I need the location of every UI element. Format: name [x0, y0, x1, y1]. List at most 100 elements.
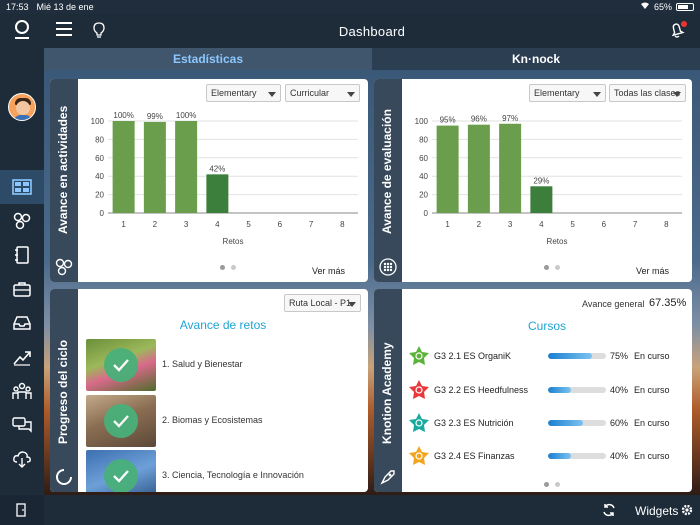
y-tick-label: 100 [91, 117, 105, 126]
status-time: 17:53 [6, 2, 29, 12]
widget-progreso-ciclo: Progreso del ciclo Ruta Local - P1 Avanc… [50, 289, 368, 492]
route-select[interactable]: Ruta Local - P1 [284, 294, 361, 312]
data-label: 96% [471, 115, 487, 124]
bar-chart: 0 20 40 60 80 100 100% 1 99% 2 100% 3 42% 4 5 6 7 8 Retos [91, 111, 358, 246]
course-status: En curso [634, 351, 670, 361]
pager-dots[interactable] [220, 265, 236, 270]
lightbulb-icon[interactable] [91, 21, 107, 44]
star-badge-icon [409, 413, 429, 432]
top-bar: Dashboard [44, 14, 700, 48]
class-select[interactable]: Todas las clases [609, 84, 686, 102]
star-badge-icon [409, 346, 429, 365]
grade-select[interactable]: Elementary [206, 84, 281, 102]
circles-icon[interactable] [0, 204, 44, 238]
course-name: G3 2.4 ES Finanzas [434, 451, 515, 461]
widget-title: Progreso del ciclo [56, 339, 70, 444]
data-label: 100% [113, 111, 133, 120]
page-title: Dashboard [338, 24, 406, 39]
x-tick-label: 5 [570, 220, 575, 229]
exit-icon[interactable] [0, 495, 44, 525]
widget-side-tab: Avance de evaluación [374, 79, 402, 282]
course-row[interactable]: G3 2.2 ES Heedfulness 40% En curso [408, 379, 688, 401]
trending-up-icon[interactable] [0, 340, 44, 374]
ver-mas-link[interactable]: Ver más [636, 266, 670, 276]
people-icon[interactable] [0, 374, 44, 408]
refresh-icon[interactable] [602, 503, 616, 522]
reto-item[interactable]: 2. Biomas y Ecosistemas [86, 395, 326, 447]
section-title: Cursos [527, 319, 566, 333]
notification-badge [681, 21, 687, 27]
course-status: En curso [634, 418, 670, 428]
course-percent: 40% [610, 385, 629, 395]
bar [206, 174, 229, 213]
course-row[interactable]: G3 2.1 ES OrganiK 75% En curso [408, 345, 688, 367]
x-tick-label: 4 [215, 220, 220, 229]
progress-bar [548, 353, 606, 359]
x-axis-label: Retos [223, 237, 244, 246]
reto-label: 3. Ciencia, Tecnología e Innovación [162, 470, 304, 480]
dashboard-grid-icon[interactable] [0, 170, 44, 204]
circles-icon [55, 258, 73, 276]
bar [143, 121, 166, 213]
wifi-icon [640, 2, 650, 12]
tab-estadisticas[interactable]: Estadísticas [44, 48, 372, 70]
reto-item[interactable]: 3. Ciencia, Tecnología e Innovación [86, 450, 326, 492]
y-tick-label: 0 [424, 209, 429, 218]
x-tick-label: 8 [340, 220, 345, 229]
progress-bar [548, 387, 606, 393]
data-label: 42% [209, 164, 225, 173]
reto-item[interactable]: 1. Salud y Bienestar [86, 339, 326, 391]
x-tick-label: 7 [633, 220, 638, 229]
chat-icon[interactable] [0, 408, 44, 442]
gear-icon[interactable] [680, 503, 694, 522]
overall-value: 67.35% [649, 297, 687, 309]
avatar[interactable] [8, 93, 36, 121]
x-tick-label: 6 [602, 220, 607, 229]
grade-select[interactable]: Elementary [529, 84, 606, 102]
x-tick-label: 2 [477, 220, 482, 229]
x-tick-label: 5 [246, 220, 251, 229]
briefcase-icon[interactable] [0, 272, 44, 306]
widgets-button[interactable]: Widgets [635, 504, 679, 518]
status-bar: 17:53 Mié 13 de ene 65% [0, 0, 700, 14]
check-icon [104, 404, 138, 438]
logo-icon[interactable] [12, 20, 32, 42]
notebook-icon[interactable] [0, 238, 44, 272]
course-percent: 60% [610, 418, 629, 428]
rocket-icon [380, 470, 395, 485]
x-tick-label: 8 [664, 220, 669, 229]
tab-knnock[interactable]: Kn·nock [372, 48, 700, 70]
pager-dots[interactable] [544, 482, 560, 487]
bottom-bar: Widgets [44, 495, 700, 525]
x-tick-label: 3 [184, 220, 189, 229]
dots-grid-icon [379, 258, 397, 276]
course-row[interactable]: G3 2.3 ES Nutrición 60% En curso [408, 412, 688, 434]
status-date: Mié 13 de ene [36, 2, 94, 12]
y-tick-label: 40 [419, 172, 428, 181]
x-tick-label: 1 [445, 220, 450, 229]
pager-dots[interactable] [544, 265, 560, 270]
overall-label: Avance general [582, 299, 645, 309]
type-select[interactable]: Curricular [285, 84, 360, 102]
check-icon [104, 348, 138, 382]
bell-icon[interactable] [668, 21, 686, 44]
section-title: Avance de retos [179, 318, 267, 332]
battery-percent: 65% [653, 2, 672, 12]
x-axis-label: Retos [547, 237, 568, 246]
ver-mas-link[interactable]: Ver más [312, 266, 346, 276]
progress-ring-icon [56, 469, 72, 485]
widget-side-tab: Knotion Academy [374, 289, 402, 492]
progress-bar [548, 453, 606, 459]
course-name: G3 2.2 ES Heedfulness [434, 385, 529, 395]
battery-icon [676, 3, 694, 11]
data-label: 100% [176, 111, 196, 120]
x-tick-label: 3 [508, 220, 513, 229]
bar [175, 121, 198, 213]
inbox-icon[interactable] [0, 306, 44, 340]
course-percent: 75% [610, 351, 629, 361]
cloud-download-icon[interactable] [0, 442, 44, 476]
course-row[interactable]: G3 2.4 ES Finanzas 40% En curso [408, 445, 688, 467]
menu-icon[interactable] [56, 22, 72, 36]
bar [436, 125, 459, 213]
course-name: G3 2.3 ES Nutrición [434, 418, 514, 428]
